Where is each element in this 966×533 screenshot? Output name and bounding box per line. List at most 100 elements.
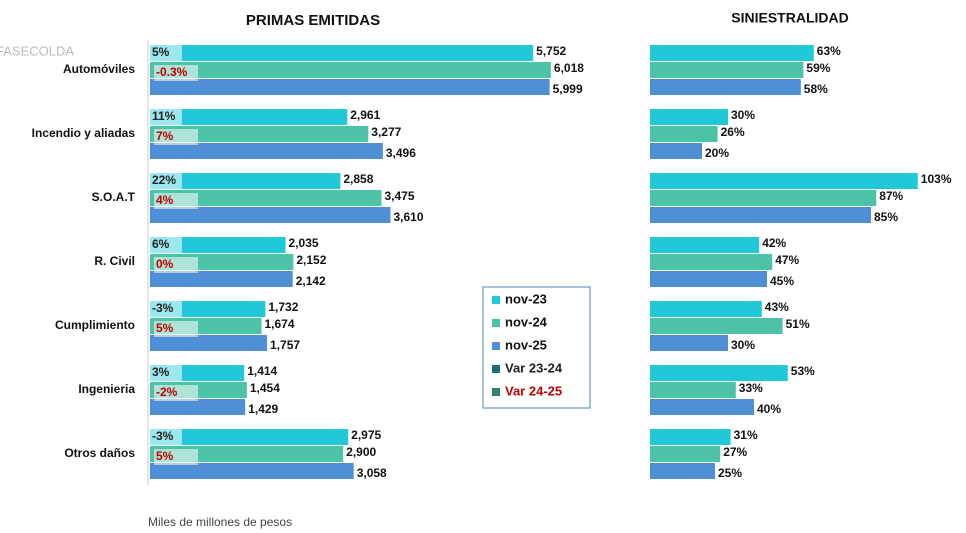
variation-box xyxy=(150,237,182,253)
variation-box xyxy=(154,65,198,81)
bar xyxy=(650,318,783,334)
bar xyxy=(150,271,293,287)
value-label: 85% xyxy=(874,210,898,224)
value-label: 53% xyxy=(791,364,815,378)
bar xyxy=(650,365,788,381)
category-label: Otros daños xyxy=(64,446,135,460)
variation-box xyxy=(150,429,182,445)
value-label: 26% xyxy=(721,125,745,139)
bar xyxy=(650,429,731,445)
bar xyxy=(150,446,344,462)
value-label: 51% xyxy=(786,317,810,331)
value-label: 1,429 xyxy=(248,402,278,416)
value-label: 30% xyxy=(731,108,755,122)
bar xyxy=(650,126,718,142)
chart-title: SINIESTRALIDAD xyxy=(731,10,848,26)
bar xyxy=(650,62,804,78)
value-label: 3,277 xyxy=(371,125,401,139)
category-label: Incendio y aliadas xyxy=(32,126,136,140)
variation-box xyxy=(150,109,182,125)
bar xyxy=(650,237,760,253)
bar xyxy=(150,190,382,206)
value-label: 47% xyxy=(775,253,799,267)
value-label: 3,610 xyxy=(393,210,423,224)
variation-label: 0% xyxy=(156,257,174,271)
variation-box xyxy=(154,129,198,145)
variation-label: 5% xyxy=(156,321,174,335)
bar xyxy=(150,335,268,351)
watermark: FASECOLDA xyxy=(0,43,74,58)
legend-label: Var 24-25 xyxy=(505,383,562,398)
legend-label: Var 23-24 xyxy=(505,360,563,375)
bar xyxy=(650,190,877,206)
bar xyxy=(650,335,728,351)
bar xyxy=(150,62,551,78)
legend-swatch xyxy=(492,319,500,327)
value-label: 6,018 xyxy=(554,61,584,75)
category-label: Cumplimiento xyxy=(55,318,135,332)
bar xyxy=(150,237,286,253)
legend-label: nov-23 xyxy=(505,291,547,306)
value-label: 2,858 xyxy=(343,172,373,186)
chart-title: PRIMAS EMITIDAS xyxy=(246,12,380,29)
value-label: 103% xyxy=(921,172,952,186)
bar xyxy=(650,207,871,223)
variation-box xyxy=(154,321,198,337)
bar xyxy=(650,109,728,125)
variation-label: 4% xyxy=(156,193,174,207)
value-label: 5,752 xyxy=(536,44,566,58)
value-label: 25% xyxy=(718,466,742,480)
bar xyxy=(650,446,721,462)
bar xyxy=(650,399,754,415)
value-label: 30% xyxy=(731,338,755,352)
bar xyxy=(650,254,773,270)
variation-box xyxy=(150,173,182,189)
value-label: 2,035 xyxy=(289,236,319,250)
bar xyxy=(650,271,767,287)
value-label: 59% xyxy=(806,61,830,75)
value-label: 1,757 xyxy=(270,338,300,352)
bar xyxy=(150,126,369,142)
variation-box xyxy=(154,193,198,209)
bar xyxy=(150,109,348,125)
bar xyxy=(650,382,736,398)
value-label: 2,900 xyxy=(346,445,376,459)
value-label: 2,142 xyxy=(296,274,326,288)
value-label: 20% xyxy=(705,146,729,160)
category-label: Ingenieria xyxy=(78,382,135,396)
value-label: 27% xyxy=(723,445,747,459)
bar xyxy=(150,79,550,95)
value-label: 1,732 xyxy=(268,300,298,314)
variation-box xyxy=(154,257,198,273)
value-label: 45% xyxy=(770,274,794,288)
value-label: 3,058 xyxy=(357,466,387,480)
value-label: 43% xyxy=(765,300,789,314)
variation-box xyxy=(154,449,198,465)
bar xyxy=(150,45,534,61)
bar xyxy=(650,301,762,317)
category-label: R. Civil xyxy=(94,254,135,268)
value-label: 5,999 xyxy=(553,82,583,96)
value-label: 3,475 xyxy=(384,189,414,203)
bar xyxy=(150,207,391,223)
value-label: 40% xyxy=(757,402,781,416)
value-label: 87% xyxy=(879,189,903,203)
legend-swatch xyxy=(492,365,500,373)
variation-box xyxy=(154,385,198,401)
value-label: 42% xyxy=(762,236,786,250)
bar xyxy=(650,79,801,95)
variation-label: -3% xyxy=(152,301,174,315)
value-label: 58% xyxy=(804,82,828,96)
legend-swatch xyxy=(492,342,500,350)
legend-box xyxy=(482,286,591,409)
variation-box xyxy=(150,301,182,317)
legend-label: nov-25 xyxy=(505,337,547,352)
legend-label: nov-24 xyxy=(505,314,548,329)
variation-box xyxy=(150,365,182,381)
value-label: 2,152 xyxy=(296,253,326,267)
value-label: 2,975 xyxy=(351,428,381,442)
variation-label: -3% xyxy=(152,429,174,443)
bar xyxy=(650,463,715,479)
value-label: 63% xyxy=(817,44,841,58)
